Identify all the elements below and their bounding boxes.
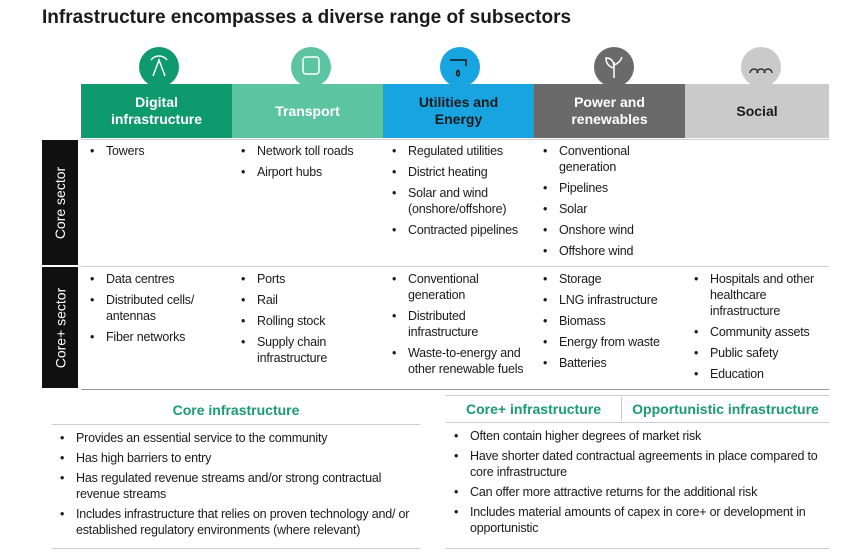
bullet-item: Rolling stock (241, 313, 378, 329)
bullet-item: Education (694, 366, 824, 382)
bullet-item: Pipelines (543, 180, 680, 196)
opportunistic-title: Opportunistic infrastructure (632, 401, 819, 417)
core-title: Core infrastructure (172, 402, 300, 418)
row-label: Core sector (42, 140, 78, 265)
title: Infrastructure encompasses a diverse ran… (42, 7, 572, 28)
cell: Towers (90, 143, 227, 164)
bullet-item: Waste-to-energy and other renewable fuel… (392, 345, 529, 377)
bullet-item: District heating (392, 164, 529, 180)
cell: Ports Rail Rolling stock Supply chain infra… (241, 271, 378, 371)
bullet-item: LNG infrastructure (543, 292, 680, 308)
bullet-item: Biomass (543, 313, 680, 329)
column-header: Social (685, 84, 829, 138)
bullet-item: Airport hubs (241, 164, 378, 180)
bullet-item: Storage (543, 271, 680, 287)
bullet-item: Ports (241, 271, 378, 287)
column-header: Power and renewables (534, 84, 685, 138)
bullet-item: Data centres (90, 271, 227, 287)
bullet-item: Can offer more attractive returns for th… (454, 484, 824, 500)
column-header: Transport (232, 84, 383, 138)
bullet-item: Towers (90, 143, 227, 159)
bullet-item: Solar and wind (onshore/offshore) (392, 185, 529, 217)
row-label: Core+ sector (42, 267, 78, 388)
bullet-item: Conventional generation (392, 271, 529, 303)
cell: Conventional generation Pipelines Solar Ons… (543, 143, 680, 264)
core-list: Provides an essential service to the com… (60, 430, 415, 542)
core-plus-list: Often contain higher degrees of market r… (454, 428, 824, 540)
column-header: Utilities and Energy (383, 84, 534, 138)
bullet-item: Contracted pipelines (392, 222, 529, 238)
cell: Data centres Distributed cells/ antennas F… (90, 271, 227, 350)
bullet-item: Has regulated revenue streams and/or str… (60, 470, 415, 502)
bullet-item: Fiber networks (90, 329, 227, 345)
bullet-item: Provides an essential service to the com… (60, 430, 415, 446)
bullet-item: Includes infrastructure that relies on p… (60, 506, 415, 538)
bullet-item: Solar (543, 201, 680, 217)
bullet-item: Network toll roads (241, 143, 378, 159)
row-label-text: Core sector (52, 166, 69, 239)
bullet-item: Conventional generation (543, 143, 680, 175)
cell: Storage LNG infrastructure Biomass Energy f… (543, 271, 680, 376)
bullet-item: Hospitals and other healthcare infrastru… (694, 271, 824, 319)
bullet-item: Energy from waste (543, 334, 680, 350)
icons (139, 47, 781, 87)
core-plus-title: Core+ infrastructure (466, 401, 601, 417)
bullet-item: Offshore wind (543, 243, 680, 259)
bullet-item: Onshore wind (543, 222, 680, 238)
bullet-item: Have shorter dated contractual agreement… (454, 448, 824, 480)
bullet-item: Supply chain infrastructure (241, 334, 378, 366)
column-header: Digital infrastructure (81, 84, 232, 138)
bullet-item: Distributed infrastructure (392, 308, 529, 340)
cell: Conventional generation Distributed infra… (392, 271, 529, 382)
bullet-item: Has high barriers to entry (60, 450, 415, 466)
cell: Regulated utilities District heating Solar… (392, 143, 529, 243)
bullet-item: Batteries (543, 355, 680, 371)
bullet-item: Public safety (694, 345, 824, 361)
bullet-item: Includes material amounts of capex in co… (454, 504, 824, 536)
bullet-item: Regulated utilities (392, 143, 529, 159)
cell: Hospitals and other healthcare infrastru… (694, 271, 824, 387)
row-label-text: Core+ sector (52, 287, 69, 368)
bullet-item: Distributed cells/ antennas (90, 292, 227, 324)
bullet-item: Community assets (694, 324, 824, 340)
bullet-item: Often contain higher degrees of market r… (454, 428, 824, 444)
cell: Network toll roads Airport hubs (241, 143, 378, 185)
bullet-item: Rail (241, 292, 378, 308)
